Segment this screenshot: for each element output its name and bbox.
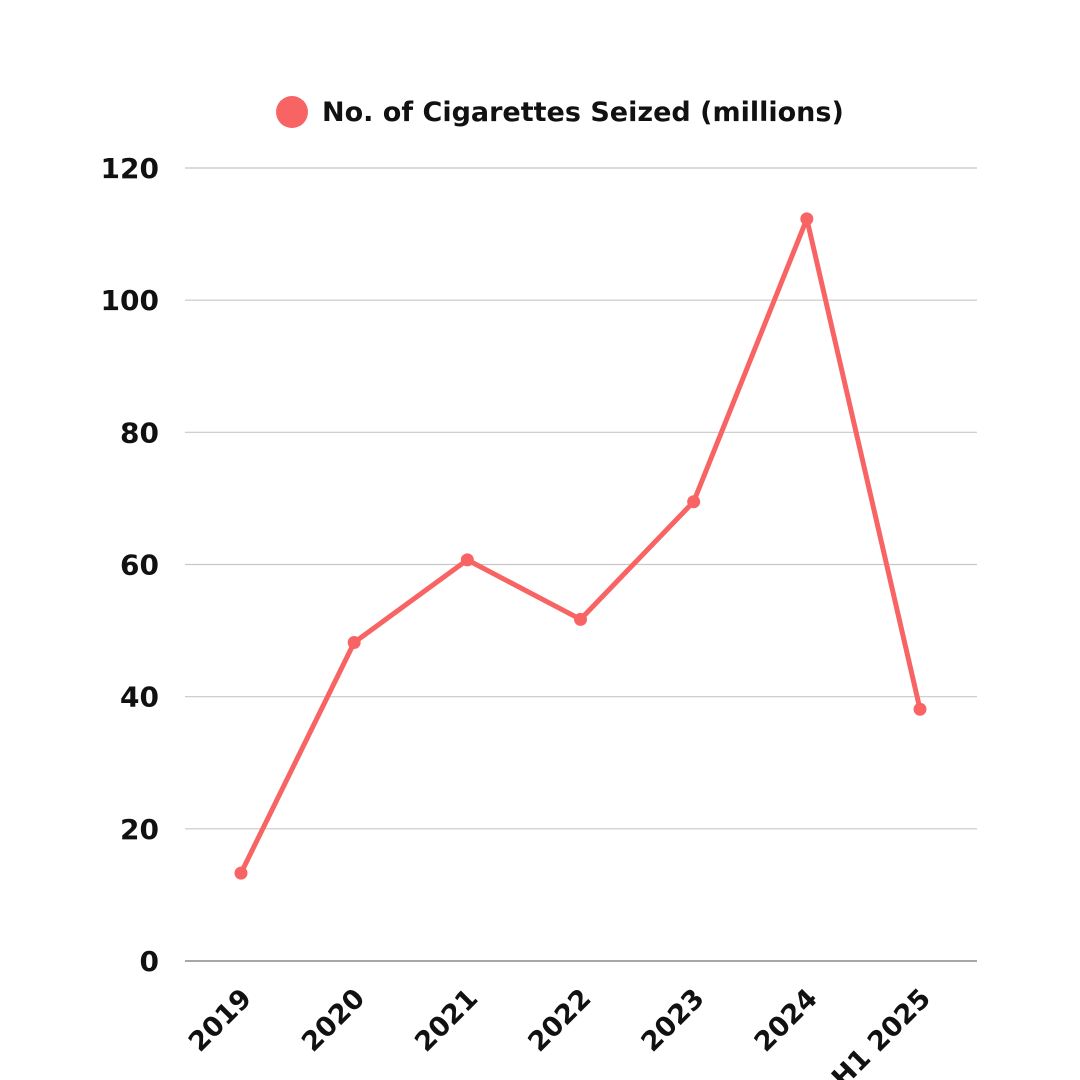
x-tick-label: 2019: [183, 983, 258, 1058]
x-tick-label: H1 2025: [826, 983, 937, 1080]
data-point: [687, 495, 701, 509]
y-tick-label: 120: [101, 152, 159, 185]
data-point: [460, 553, 474, 567]
y-tick-label: 40: [120, 681, 159, 714]
x-tick-label: 2020: [296, 983, 371, 1058]
y-tick-label: 60: [120, 549, 159, 582]
legend-swatch: [276, 96, 308, 128]
series-line: [238, 216, 923, 876]
series: [234, 212, 927, 880]
data-point: [913, 702, 927, 716]
grid: [185, 167, 977, 962]
data-point: [234, 866, 248, 880]
y-tick-label: 0: [140, 945, 159, 978]
legend-label: No. of Cigarettes Seized (millions): [322, 96, 844, 128]
data-point: [347, 635, 361, 649]
data-point: [800, 212, 814, 226]
x-tick-label: 2023: [636, 983, 711, 1058]
x-axis: 2019 2020 2021 2022 2023 2024 H1 2025: [183, 983, 937, 1080]
y-tick-label: 80: [120, 416, 159, 449]
y-tick-label: 100: [101, 284, 159, 317]
x-tick-label: 2022: [522, 983, 597, 1058]
y-tick-label: 20: [120, 813, 159, 846]
legend: No. of Cigarettes Seized (millions): [276, 92, 844, 132]
data-point: [574, 612, 587, 626]
x-tick-label: 2024: [749, 983, 824, 1058]
x-tick-label: 2021: [409, 983, 484, 1058]
y-axis: 0 20 40 60 80 100 120: [101, 152, 159, 978]
